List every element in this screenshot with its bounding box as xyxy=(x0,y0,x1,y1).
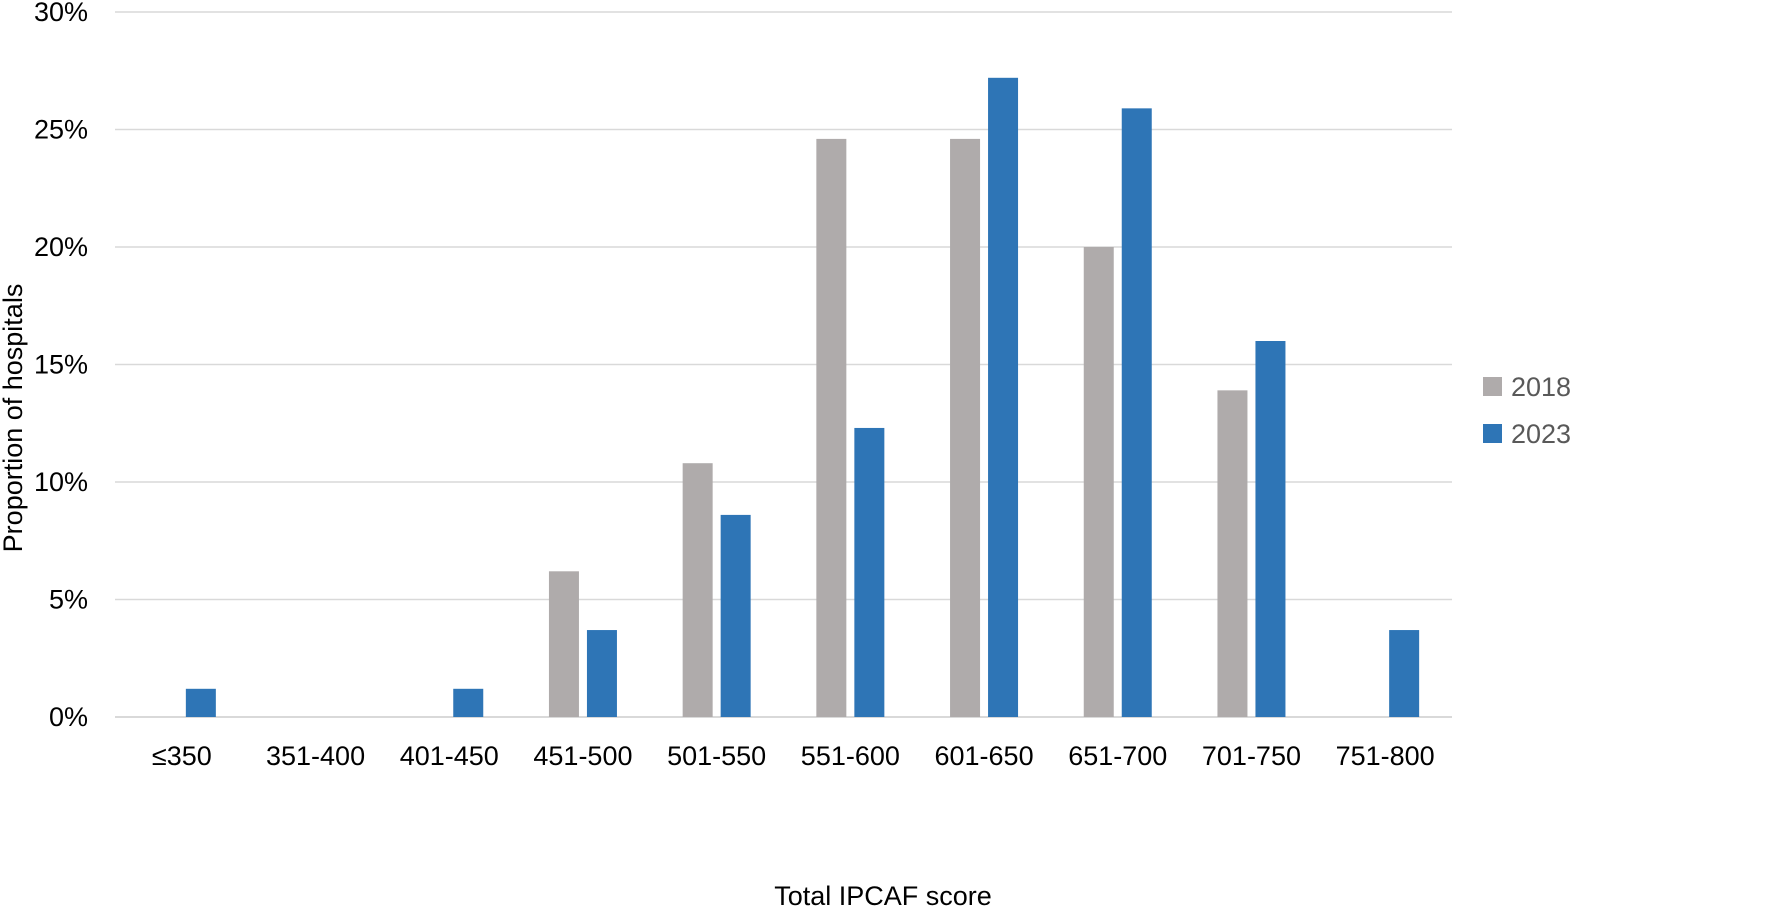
x-tick-label: 501-550 xyxy=(667,741,766,771)
bars xyxy=(185,77,1420,718)
legend-swatch-2018 xyxy=(1483,377,1502,396)
x-axis-title: Total IPCAF score xyxy=(774,881,992,910)
legend: 2018 2023 xyxy=(1483,372,1571,449)
y-tick-label: 25% xyxy=(34,115,88,145)
legend-label-2023: 2023 xyxy=(1511,419,1571,449)
bar-2018-3 xyxy=(548,571,579,717)
x-tick-label: 601-650 xyxy=(935,741,1034,771)
bar-2023-6 xyxy=(988,77,1019,718)
y-tick-label: 20% xyxy=(34,232,88,262)
bar-2023-8 xyxy=(1255,341,1286,717)
bar-2018-8 xyxy=(1217,390,1248,717)
bar-2023-3 xyxy=(586,630,617,717)
y-tick-label: 0% xyxy=(49,702,88,732)
y-tick-label: 30% xyxy=(34,0,88,27)
bar-2023-5 xyxy=(854,427,885,717)
legend-label-2018: 2018 xyxy=(1511,372,1571,402)
x-tick-label: 401-450 xyxy=(400,741,499,771)
x-tick-label: 351-400 xyxy=(266,741,365,771)
x-tick-label: 751-800 xyxy=(1336,741,1435,771)
bar-2018-4 xyxy=(682,463,713,717)
x-tick-label: 651-700 xyxy=(1068,741,1167,771)
bar-2023-9 xyxy=(1389,630,1420,717)
x-tick-label: 451-500 xyxy=(533,741,632,771)
bar-2023-4 xyxy=(720,514,751,717)
gridlines xyxy=(115,11,1452,718)
y-tick-label: 5% xyxy=(49,585,88,615)
y-tick-label: 15% xyxy=(34,350,88,380)
y-axis-title: Proportion of hospitals xyxy=(0,284,28,553)
bar-2018-7 xyxy=(1083,247,1114,717)
bar-2018-6 xyxy=(950,138,981,717)
x-tick-label: 551-600 xyxy=(801,741,900,771)
x-tick-label: 701-750 xyxy=(1202,741,1301,771)
bar-2023-7 xyxy=(1121,108,1152,718)
y-axis-tick-labels: 0% 5% 10% 15% 20% 25% 30% xyxy=(34,0,88,732)
bar-2023-2 xyxy=(453,688,484,717)
x-axis-tick-labels: ≤350 351-400 401-450 451-500 501-550 551-600 6… xyxy=(152,741,1435,771)
bar-2023-0 xyxy=(185,688,216,717)
legend-swatch-2023 xyxy=(1483,424,1502,443)
y-tick-label: 10% xyxy=(34,467,88,497)
bar-2018-5 xyxy=(816,138,847,717)
x-tick-label: ≤350 xyxy=(152,741,212,771)
